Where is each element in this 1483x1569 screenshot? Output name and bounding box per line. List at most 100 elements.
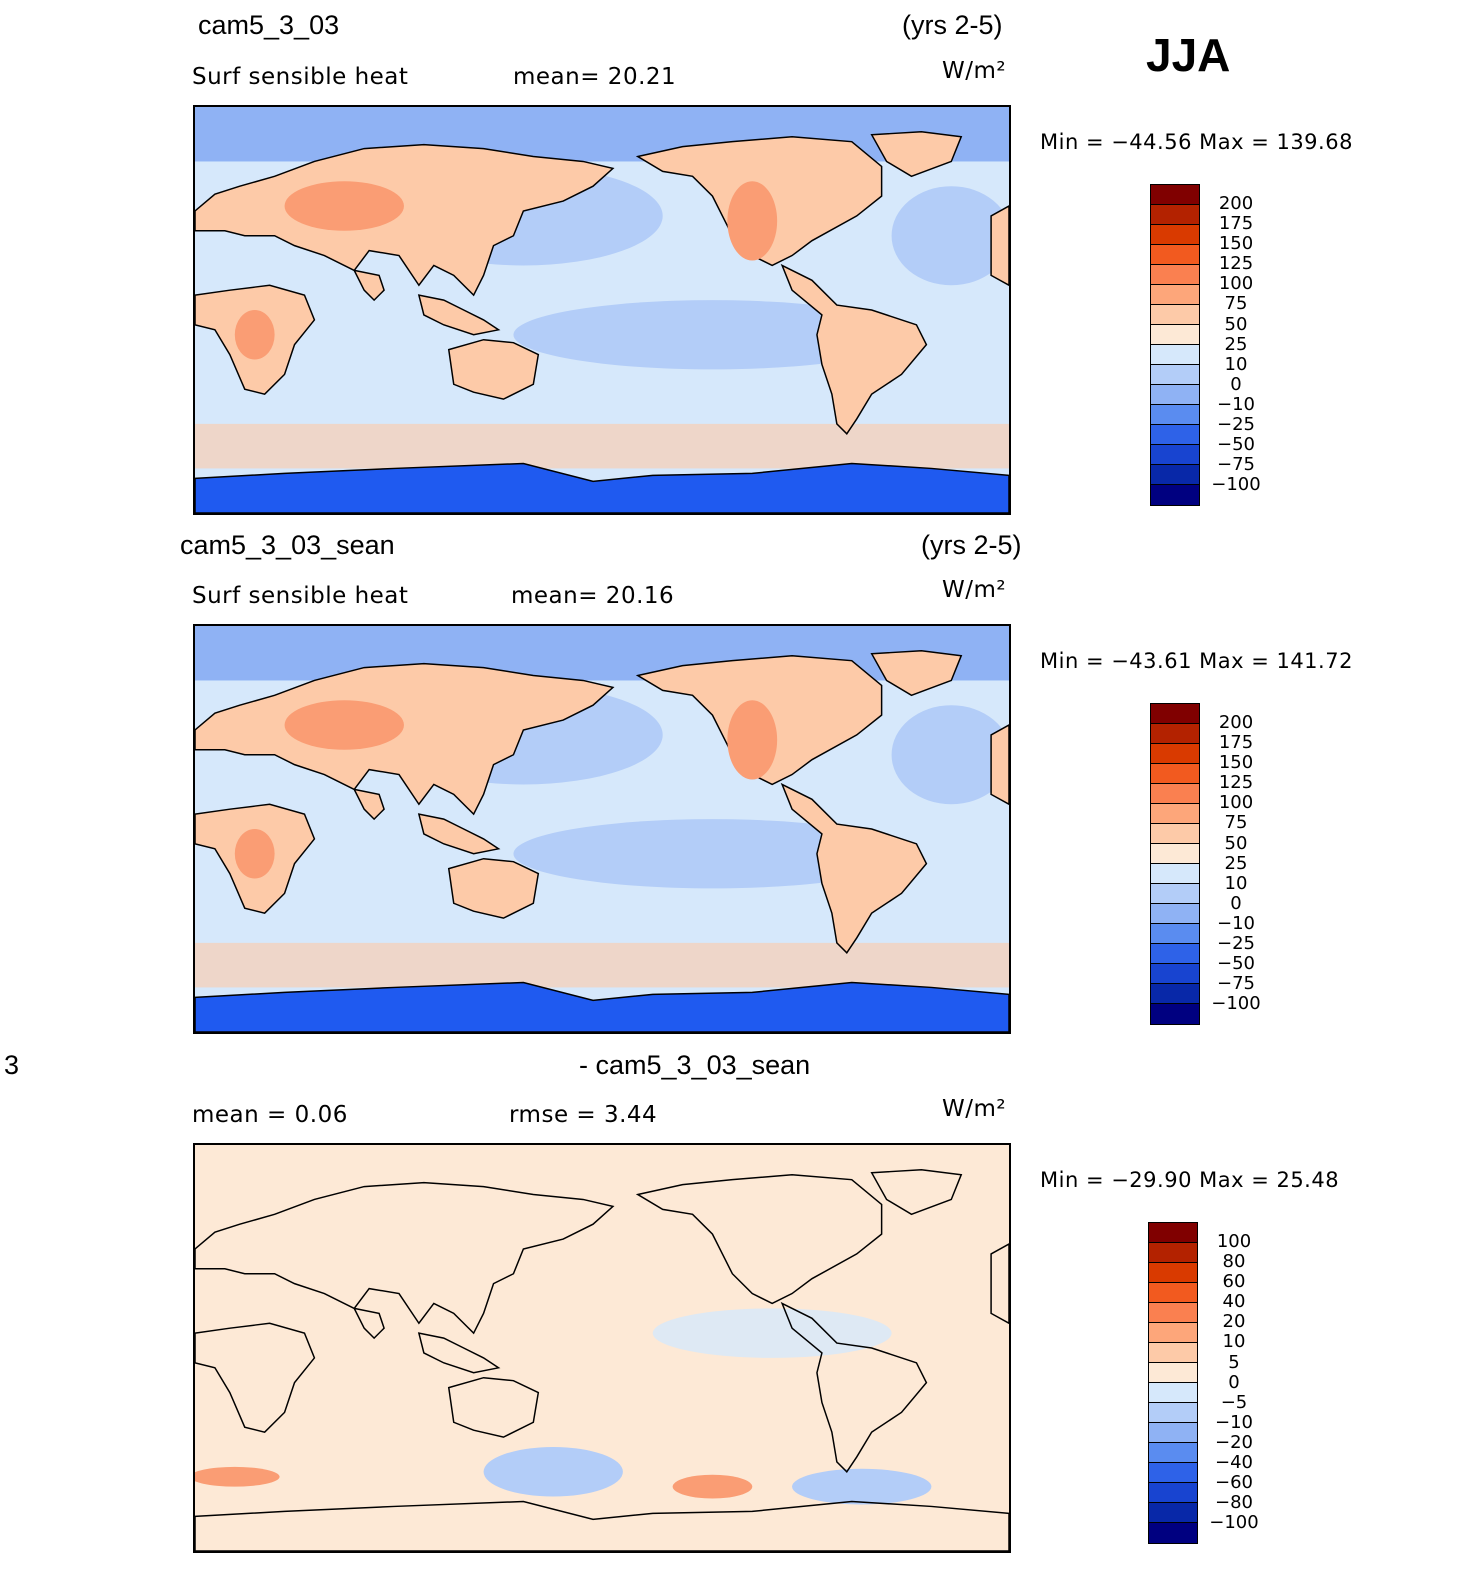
colorbar-swatch <box>1149 1503 1197 1523</box>
colorbar-level-label: 100 <box>1218 792 1254 814</box>
panel-3-map-field <box>195 1145 1009 1551</box>
colorbar-level-label: −60 <box>1215 1472 1253 1494</box>
southern-ocean-band <box>195 423 1009 469</box>
colorbar-swatch <box>1151 964 1199 984</box>
antarctica-landmass <box>195 462 1009 513</box>
colorbar-swatch <box>1151 425 1199 445</box>
colorbar-swatch <box>1151 944 1199 964</box>
colorbar-level-label: −10 <box>1217 393 1255 415</box>
panel-2-variable-label: Surf sensible heat <box>192 583 409 609</box>
negative-anomaly-region <box>483 1447 623 1497</box>
negative-anomaly-region <box>792 1468 932 1505</box>
colorbar-level-label: −50 <box>1217 953 1255 975</box>
colorbar-level-label: 20 <box>1222 1311 1246 1333</box>
central-asia-hotspot <box>284 181 404 231</box>
continent-landmass <box>990 205 1009 287</box>
panel-1-variable-label: Surf sensible heat <box>192 64 409 90</box>
positive-anomaly-region <box>672 1474 753 1499</box>
continent-coastline <box>780 1301 928 1473</box>
colorbar-swatch <box>1149 1523 1197 1543</box>
colorbar-swatch <box>1151 305 1199 325</box>
colorbar-level-label: −25 <box>1217 933 1255 955</box>
continent-landmass <box>195 662 615 816</box>
colorbar-swatch <box>1151 844 1199 864</box>
colorbar-swatch <box>1151 904 1199 924</box>
colorbar-swatch <box>1151 325 1199 345</box>
colorbar-swatch <box>1149 1463 1197 1483</box>
panel-1-map-field <box>195 107 1009 513</box>
colorbar-swatch <box>1151 205 1199 225</box>
colorbar-level-label: 40 <box>1222 1291 1246 1313</box>
colorbar-swatch <box>1149 1423 1197 1443</box>
colorbar-level-label: −75 <box>1217 973 1255 995</box>
colorbar-level-label: −20 <box>1215 1431 1253 1453</box>
panel-1-colorbar-labels: 200 175 150 125 100 75 50 25 10 0 −10 −25 −50 −75 −100 <box>1206 193 1266 495</box>
colorbar-swatch <box>1151 345 1199 365</box>
continent-landmass <box>447 857 540 919</box>
colorbar-level-label: −25 <box>1217 414 1255 436</box>
colorbar-level-label: 0 <box>1230 892 1242 914</box>
continent-landmass <box>780 263 928 435</box>
colorbar-level-label: 25 <box>1224 333 1248 355</box>
continent-landmass <box>780 782 928 954</box>
north-america-hotspot <box>727 181 778 261</box>
panel-2-map <box>193 624 1011 1034</box>
continent-landmass <box>990 724 1009 806</box>
panel-3-colorbar-labels: 100 80 60 40 20 10 5 0 −5 −10 −20 −40 −60 −80 −100 <box>1204 1231 1264 1534</box>
colorbar-swatch <box>1151 445 1199 465</box>
colorbar-swatch <box>1151 1004 1199 1024</box>
colorbar-level-label: 75 <box>1224 293 1248 315</box>
colorbar-level-label: −5 <box>1220 1391 1248 1413</box>
colorbar-level-label: 150 <box>1218 233 1254 255</box>
colorbar-level-label: −100 <box>1209 1512 1259 1534</box>
colorbar-level-label: 100 <box>1218 273 1254 295</box>
colorbar-level-label: −100 <box>1211 993 1261 1015</box>
panel-2-mean: mean= 20.16 <box>511 583 675 609</box>
colorbar-level-label: −40 <box>1215 1452 1253 1474</box>
panel-2-map-field <box>195 626 1009 1032</box>
panel-3-case-title: - cam5_3_03_sean <box>579 1050 811 1080</box>
panel-2-case-title: cam5_3_03_sean <box>180 530 395 560</box>
colorbar-level-label: 50 <box>1224 832 1248 854</box>
colorbar-swatch <box>1151 365 1199 385</box>
continent-landmass <box>195 143 615 297</box>
panel-3-units: W/m² <box>942 1096 1007 1122</box>
colorbar-swatch <box>1151 245 1199 265</box>
antarctica-coastline <box>195 1500 1009 1551</box>
panel-1-units: W/m² <box>942 58 1007 84</box>
colorbar-level-label: 0 <box>1230 373 1242 395</box>
colorbar-swatch <box>1151 724 1199 744</box>
continent-landmass <box>870 650 963 697</box>
colorbar-swatch <box>1151 405 1199 425</box>
colorbar-level-label: 10 <box>1224 872 1248 894</box>
africa-hotspot <box>234 310 275 360</box>
positive-anomaly-region <box>195 1466 280 1487</box>
colorbar-swatch <box>1149 1283 1197 1303</box>
panel-1-colorbar <box>1150 184 1200 506</box>
colorbar-level-label: 200 <box>1218 193 1254 214</box>
colorbar-level-label: 50 <box>1224 313 1248 335</box>
panel-3-mean: mean = 0.06 <box>192 1102 348 1128</box>
colorbar-swatch <box>1151 385 1199 405</box>
panel-2-years: (yrs 2-5) <box>921 530 1022 560</box>
panel-1-years: (yrs 2-5) <box>902 10 1003 40</box>
colorbar-swatch <box>1151 485 1199 505</box>
colorbar-swatch <box>1151 784 1199 804</box>
colorbar-swatch <box>1151 764 1199 784</box>
colorbar-level-label: −10 <box>1215 1411 1253 1433</box>
central-asia-hotspot <box>284 700 404 750</box>
colorbar-swatch <box>1151 864 1199 884</box>
panel-3-colorbar <box>1148 1222 1198 1544</box>
colorbar-swatch <box>1149 1223 1197 1243</box>
colorbar-swatch <box>1151 924 1199 944</box>
panel-3-case-prefix: 3 <box>4 1050 20 1080</box>
colorbar-swatch <box>1149 1263 1197 1283</box>
panel-2-minmax: Min = −43.61 Max = 141.72 <box>1040 649 1353 673</box>
colorbar-level-label: 60 <box>1222 1271 1246 1293</box>
colorbar-level-label: 175 <box>1218 732 1254 754</box>
weak-negative-region <box>652 1308 892 1358</box>
colorbar-level-label: 10 <box>1222 1331 1246 1353</box>
continent-landmass <box>870 131 963 178</box>
colorbar-swatch <box>1149 1343 1197 1363</box>
colorbar-level-label: −50 <box>1217 434 1255 456</box>
